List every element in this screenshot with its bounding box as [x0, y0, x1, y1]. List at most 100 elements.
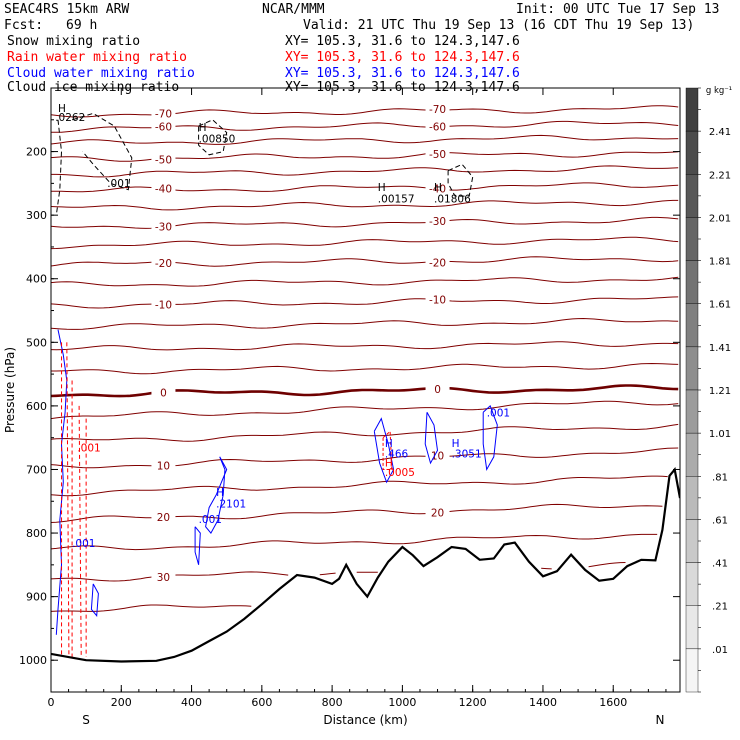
isotherm-line: [51, 182, 679, 193]
isotherm-line: [51, 447, 679, 469]
contour-annotation: H: [378, 182, 386, 194]
isotherm-label: 10: [157, 460, 170, 472]
isotherm-label-bg: [151, 257, 176, 269]
contour-annotation: .001: [72, 538, 95, 550]
isotherm-line: [51, 362, 679, 375]
isotherm-line: [51, 533, 658, 551]
contour-annotation: .01806: [434, 193, 471, 205]
colorbar-label: 1.21: [709, 386, 731, 397]
isotherm-label: -40: [155, 184, 172, 196]
isotherm-label: 0: [160, 387, 167, 399]
isotherm-label-bg: [425, 449, 450, 461]
colorbar-swatch: [685, 519, 699, 563]
colorbar-swatch: [685, 217, 699, 261]
isotherm-line: [51, 296, 679, 309]
cloud-water-contour: [90, 583, 99, 617]
y-tick-label: 500: [26, 336, 47, 349]
isotherm-line: [51, 216, 679, 229]
isotherm-label: 20: [157, 512, 170, 524]
colorbar-swatch: [685, 476, 699, 520]
contour-annotation: .00850: [199, 134, 236, 146]
cloud-ice-contour: [198, 119, 228, 156]
field-xy-rain: XY= 105.3, 31.6 to 124.3,147.6: [285, 50, 520, 65]
colorbar-swatch: [685, 303, 699, 348]
isotherm-label-bg: [425, 103, 450, 115]
y-tick-label: 200: [26, 146, 47, 159]
organization: NCAR/MMM: [262, 2, 325, 17]
isotherm-label-bg: [425, 293, 450, 305]
isotherm-line: [51, 400, 679, 420]
colorbar-unit: g kg⁻¹: [706, 86, 732, 96]
contour-annotation: .001: [77, 443, 100, 455]
model-title: SEAC4RS 15km ARW: [4, 2, 130, 17]
isotherm-line: [51, 503, 663, 523]
y-tick-label: 300: [26, 209, 47, 222]
isotherm-label-bg: [151, 298, 176, 310]
isotherm-label: -50: [155, 155, 172, 167]
forecast-hours: 69 h: [66, 18, 98, 33]
y-axis-label: Pressure (hPa): [3, 347, 17, 433]
cloud-ice-shading: [51, 135, 101, 349]
colorbar-swatch: [685, 605, 699, 650]
isotherm-label-bg: [151, 182, 176, 194]
isotherm-label: -10: [429, 295, 446, 307]
contour-annotation: .0005: [385, 467, 415, 479]
contour-annotation: H: [216, 487, 224, 499]
field-name-rain: Rain water mixing ratio: [7, 50, 188, 65]
colorbar-label: 1.81: [709, 257, 731, 268]
colorbar-swatch: [685, 562, 699, 606]
rain-water-contour: [382, 430, 393, 470]
contour-annotation: H: [452, 438, 460, 450]
isotherm-label-bg: [425, 120, 450, 132]
y-tick-label: 600: [26, 400, 47, 413]
cloud-water-contour: [194, 526, 201, 565]
x-axis-label: Distance (km): [323, 713, 407, 727]
y-tick-label: 700: [26, 463, 47, 476]
isotherm-line: [51, 604, 252, 612]
colorbar-label: .41: [712, 559, 728, 570]
colorbar-label: .21: [712, 602, 728, 613]
x-tick-label: 600: [251, 696, 272, 709]
isotherm-line: [51, 423, 679, 442]
isotherm-label: 0: [434, 384, 441, 396]
cloud-water-contour: [424, 412, 439, 465]
isotherm-label: -60: [429, 121, 446, 133]
isotherm-label: -30: [155, 221, 172, 233]
forecast-label: Fcst:: [4, 18, 44, 33]
isotherm-label: 30: [157, 572, 170, 584]
isotherm-label-bg: [425, 148, 450, 160]
isotherm-label-bg: [151, 220, 176, 232]
field-xy-snow: XY= 105.3, 31.6 to 124.3,147.6: [285, 34, 520, 49]
colorbar-label: .01: [712, 645, 728, 656]
cloud-ice-contour: [71, 112, 133, 191]
contour-annotation: .2101: [216, 499, 246, 511]
isotherm-label-bg: [151, 120, 176, 132]
isotherm-line: [51, 317, 679, 330]
x-tick-label: 1200: [459, 696, 487, 709]
colorbar-swatch: [685, 648, 699, 693]
colorbar-swatch: [685, 260, 699, 304]
isotherm-label-bg: [425, 214, 450, 226]
isotherm-line: [51, 341, 679, 351]
south-marker: S: [82, 713, 90, 727]
contour-annotation: .466: [385, 448, 409, 460]
colorbar-swatch: [685, 174, 699, 218]
isotherm-label: 20: [431, 507, 444, 519]
colorbar-label: 1.01: [709, 429, 731, 440]
colorbar-swatch: [685, 87, 699, 132]
isotherm-line: [51, 256, 679, 267]
contour-annotation: .3051: [452, 448, 482, 460]
cloud-water-contour: [482, 405, 498, 472]
y-tick-label: 800: [26, 527, 47, 540]
isotherm-label: -20: [429, 258, 446, 270]
colorbar-label: 2.41: [709, 127, 731, 138]
colorbar-label: 2.21: [709, 170, 731, 181]
isotherm-line: [51, 236, 679, 250]
north-marker: N: [656, 713, 665, 727]
contour-annotation: H: [434, 182, 442, 194]
isotherm-label: -50: [429, 149, 446, 161]
isotherm-label: 10: [431, 450, 444, 462]
colorbar-swatch: [685, 130, 699, 175]
colorbar-swatch: [685, 432, 699, 477]
x-tick-label: 200: [111, 696, 132, 709]
